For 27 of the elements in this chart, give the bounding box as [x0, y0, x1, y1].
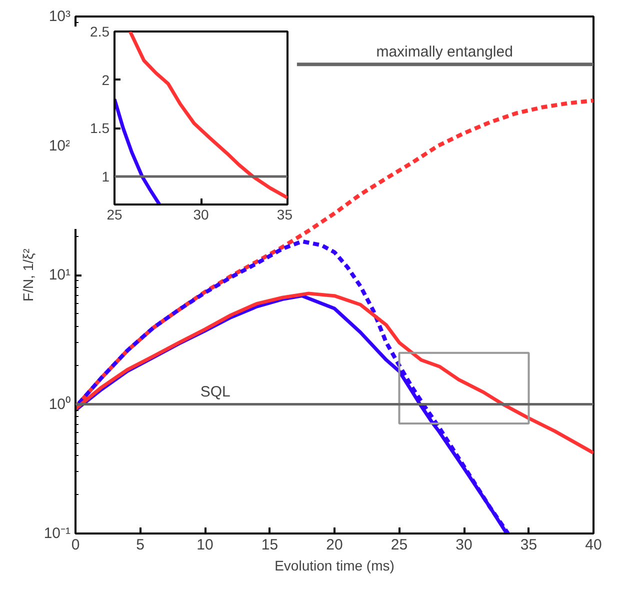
x-tick-label: 35 [520, 536, 538, 554]
x-tick-label: 35 [276, 206, 293, 222]
y-tick-label: 1.5 [90, 120, 110, 136]
x-tick-label: 40 [585, 536, 602, 554]
y-axis-title: F/N, 1/ξ² [20, 248, 36, 302]
y-tick-label: 2 [102, 72, 110, 88]
annotation: maximally entangled [376, 43, 513, 60]
annotation: SQL [200, 383, 230, 400]
x-tick-label: 30 [193, 206, 209, 222]
x-tick-label: 25 [106, 206, 122, 222]
y-tick-label: 10² [48, 137, 71, 154]
x-tick-label: 10 [196, 536, 214, 554]
x-tick-label: 20 [326, 536, 343, 554]
line-series [114, 97, 162, 204]
y-tick-label: 10⁻¹ [44, 525, 71, 542]
x-tick-label: 30 [456, 536, 472, 554]
x-tick-label: 25 [390, 536, 408, 554]
y-tick-label: 10³ [48, 8, 71, 25]
x-tick-label: 15 [261, 536, 278, 554]
y-tick-label: 2.5 [90, 24, 110, 40]
y-tick-label: 10⁰ [48, 396, 71, 413]
y-tick-label: 10¹ [48, 266, 71, 284]
x-tick-label: 5 [136, 536, 144, 554]
x-axis-title: Evolution time (ms) [274, 558, 394, 574]
x-tick-label: 0 [71, 536, 80, 554]
line-series [128, 32, 288, 200]
y-tick-label: 1 [102, 168, 110, 184]
